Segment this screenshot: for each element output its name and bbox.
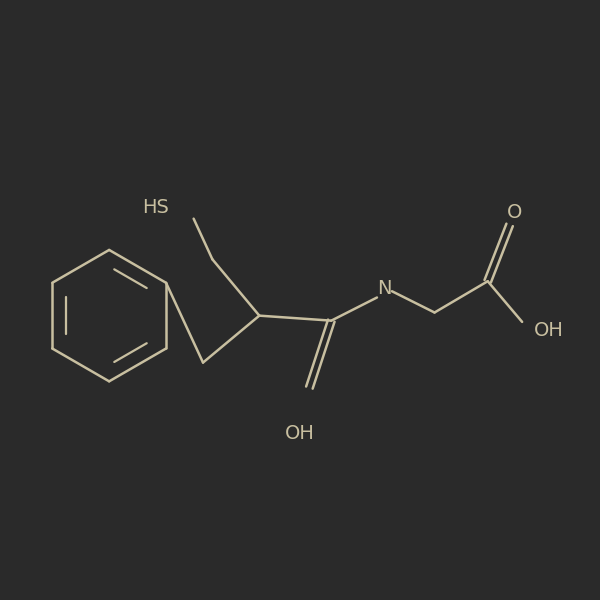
Text: OH: OH — [285, 424, 315, 443]
Text: OH: OH — [533, 320, 563, 340]
Text: HS: HS — [142, 198, 169, 217]
Text: N: N — [377, 279, 392, 298]
Text: O: O — [507, 203, 523, 222]
